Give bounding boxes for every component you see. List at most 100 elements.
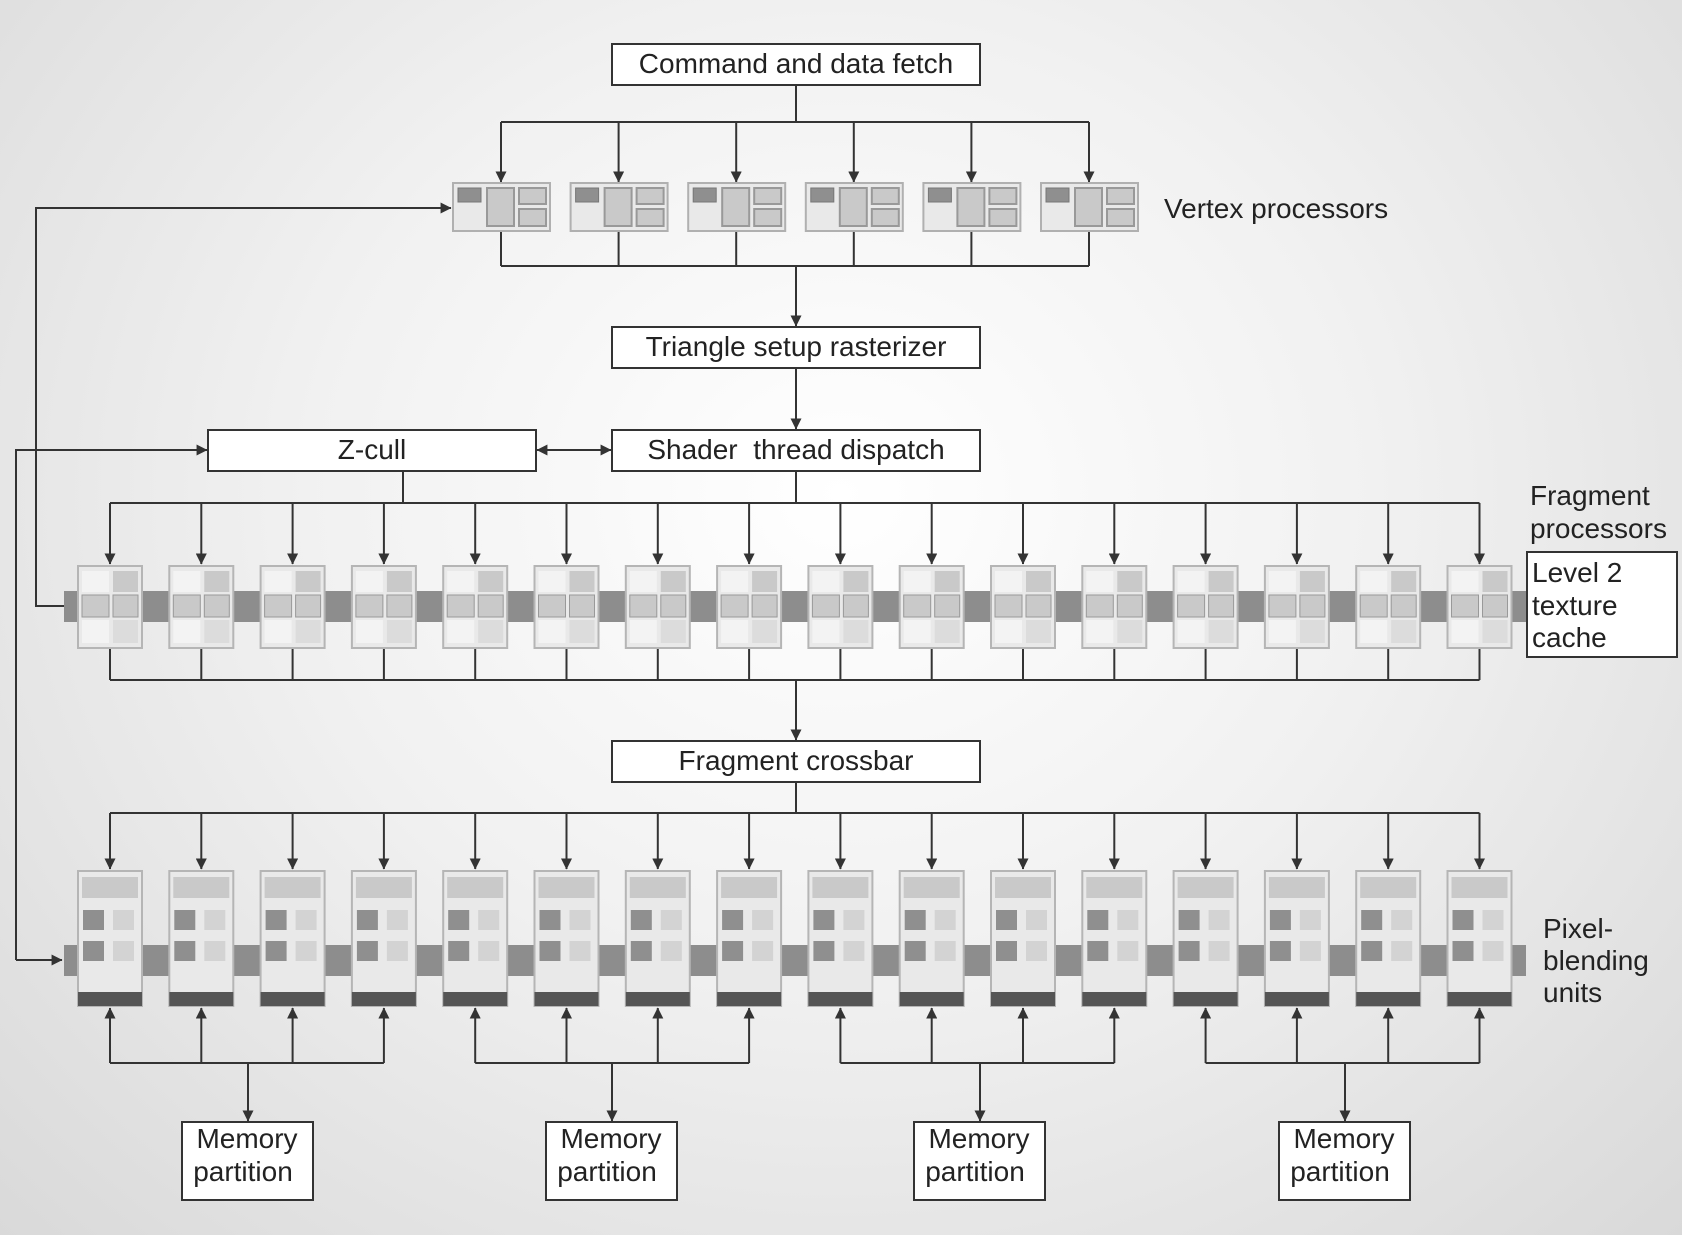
fragment-processor-13: [1172, 565, 1239, 649]
pixel-chip-cell: [1208, 910, 1230, 930]
z-cull-box: Z-cull: [207, 429, 537, 472]
pixel-blending-unit-3: [259, 870, 326, 1007]
fragment-chip-cell: [446, 594, 475, 618]
fragment-chip-cell: [1482, 594, 1508, 618]
pixel-blending-unit-5: [442, 870, 509, 1007]
pixel-chip-cell: [1178, 941, 1200, 961]
l2-cache-line-3: cache: [1532, 622, 1607, 653]
vertex-processor-6: [1040, 182, 1139, 232]
command-fetch-box: Command and data fetch: [611, 43, 981, 86]
fragment-chip-cell: [1482, 571, 1508, 592]
pixel-chip-cell: [1452, 941, 1474, 961]
pixel-chip-cell: [1482, 910, 1504, 930]
pixel-chip-footer: [169, 992, 234, 1006]
vertex-chip-tag: [810, 187, 835, 203]
pixel-chip-cell: [539, 941, 561, 961]
pixel-chip-header: [1086, 877, 1143, 898]
fragment-chip-cell: [204, 620, 230, 643]
command-fetch-label: Command and data fetch: [639, 48, 953, 79]
fragment-chip-cell: [478, 620, 504, 643]
fragment-chip-cell: [1026, 571, 1051, 592]
fragment-chip-cell: [720, 594, 749, 618]
vertex-chip-cache-b: [518, 208, 547, 227]
pixel-chip-cell: [1361, 910, 1383, 930]
fragment-chip-cell: [173, 571, 201, 592]
fragment-chip-cell: [113, 620, 138, 643]
pixel-chip-cell: [174, 910, 196, 930]
pixel-chip-cell: [752, 941, 774, 961]
pixel-blending-unit-2: [168, 870, 235, 1007]
fragment-chip-cell: [264, 571, 292, 592]
vertex-chip-core: [838, 187, 868, 227]
fragment-chip-cell: [1268, 620, 1296, 643]
triangle-setup-box: Triangle setup rasterizer: [611, 326, 981, 369]
fragment-chip-cell: [82, 571, 109, 592]
pixel-chip-cell: [448, 941, 470, 961]
pixel-chip-cell: [1026, 941, 1047, 961]
fragment-chip-cell: [82, 620, 109, 643]
fragment-chip-cell: [1299, 571, 1325, 592]
pixel-chip-cell: [1178, 910, 1200, 930]
fragment-chip-cell: [812, 620, 840, 643]
memory-partition-3-line-2: partition: [925, 1156, 1025, 1187]
fragment-chip-cell: [295, 620, 321, 643]
vertex-chip-cache-b: [753, 208, 783, 227]
fragment-chip-cell: [752, 620, 778, 643]
vertex-chip-tag: [692, 187, 717, 203]
memory-partition-4: Memory partition: [1278, 1121, 1411, 1201]
fragment-chip-cell: [995, 620, 1022, 643]
pixel-chip-footer: [78, 992, 142, 1006]
fragment-chip-cell: [721, 571, 749, 592]
fragment-chip-cell: [538, 571, 566, 592]
pixel-chip-cell: [660, 941, 682, 961]
pixel-chip-cell: [630, 910, 652, 930]
pixel-chip-footer: [625, 992, 690, 1006]
fragment-chip-cell: [842, 594, 869, 618]
fragment-processor-7: [624, 565, 691, 649]
vertex-processor-1: [452, 182, 551, 232]
pixel-chip-cell: [843, 910, 865, 930]
vertex-processors-label: Vertex processors: [1164, 193, 1388, 224]
pixel-chip-cell: [1391, 941, 1413, 961]
pixel-chip-cell: [539, 910, 561, 930]
pixel-chip-footer: [808, 992, 873, 1006]
fragment-chip-cell: [81, 594, 110, 618]
fragment-chip-cell: [660, 620, 686, 643]
triangle-setup-label: Triangle setup rasterizer: [646, 331, 947, 362]
processor-chips: [64, 182, 1526, 1007]
pixel-blending-unit-16: [1446, 870, 1513, 1007]
fragment-chip-cell: [1177, 620, 1205, 643]
fragment-chip-cell: [660, 594, 687, 618]
fragment-processors-label-line-2: processors: [1530, 513, 1667, 544]
pixel-chip-cell: [569, 910, 591, 930]
vertex-chip-cache-a: [635, 187, 665, 205]
pixel-chip-cell: [478, 941, 500, 961]
vertex-processor-3: [687, 182, 787, 232]
pixel-chip-cell: [1391, 910, 1413, 930]
fragment-chip-cell: [1026, 620, 1051, 643]
vertex-chip-core: [721, 187, 751, 227]
pixel-blending-unit-8: [716, 870, 783, 1007]
fragment-chip-cell: [721, 620, 749, 643]
fragment-chip-cell: [355, 594, 384, 618]
memory-partition-4-line-1: Memory: [1293, 1123, 1394, 1154]
fragment-chip-cell: [1451, 571, 1479, 592]
fragment-chip-cell: [934, 620, 960, 643]
shader-dispatch-box: Shader thread dispatch: [611, 429, 981, 472]
pixel-chip-cell: [113, 941, 134, 961]
memory-partition-1: Memory partition: [181, 1121, 314, 1201]
fragment-chip-cell: [1208, 594, 1235, 618]
fragment-chip-cell: [995, 571, 1022, 592]
pixel-chip-footer: [1173, 992, 1238, 1006]
fragment-chip-cell: [113, 571, 138, 592]
fragment-processor-9: [807, 565, 874, 649]
pixel-chip-footer: [1264, 992, 1329, 1006]
fragment-processor-11: [990, 565, 1056, 649]
pixel-chip-cell: [1087, 941, 1109, 961]
pixel-chip-header: [995, 877, 1051, 898]
vertex-chip-cache-a: [753, 187, 783, 205]
fragment-chip-cell: [1086, 571, 1114, 592]
fragment-chip-cell: [569, 620, 595, 643]
pixel-blending-unit-14: [1263, 870, 1330, 1007]
